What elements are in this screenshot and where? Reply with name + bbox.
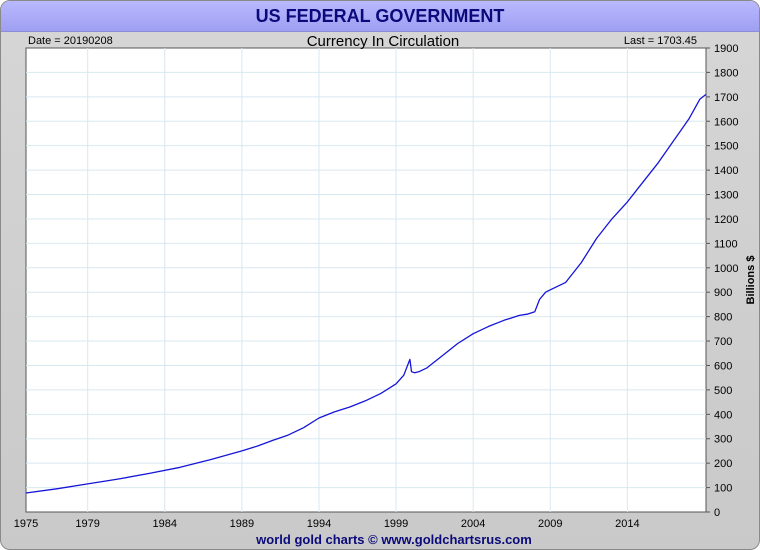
y-tick-label: 1700 [714,92,738,104]
last-value-label: Last = 1703.45 [624,35,697,47]
y-tick-label: 1300 [714,190,738,202]
x-axis-ticks: 1975 1979 1984 1989 1994 1999 2004 2009 2014 [14,518,640,530]
y-tick-label: 400 [714,409,732,421]
y-tick-label: 1900 [714,43,738,55]
y-tick-label: 1200 [714,214,738,226]
x-tick-label: 1979 [75,518,99,530]
y-tick-label: 500 [714,385,732,397]
y-axis-ticks: 0 100 200 300 400 500 600 700 800 900 1000 1100 1200… [706,43,738,519]
date-label: Date = 20190208 [28,35,113,47]
footer-credit: world gold charts © www.goldchartsrus.co… [255,532,532,547]
x-tick-label: 1984 [153,518,177,530]
series-line [25,93,707,494]
y-tick-label: 600 [714,360,732,372]
series-layer [25,93,707,494]
y-tick-label: 800 [714,312,732,324]
y-tick-label: 700 [714,336,732,348]
plot-area [25,47,707,513]
x-tick-label: 2009 [538,518,562,530]
y-tick-label: 200 [714,458,732,470]
y-axis-label: Billions $ [745,256,757,305]
grid [26,48,706,512]
x-tick-label: 2014 [615,518,639,530]
y-tick-label: 1600 [714,116,738,128]
x-tick-label: 1975 [14,518,38,530]
y-tick-label: 300 [714,434,732,446]
title-bar: US FEDERAL GOVERNMENT [1,1,759,32]
y-tick-label: 1100 [714,238,738,250]
x-tick-label: 2004 [461,518,485,530]
y-tick-label: 1800 [714,67,738,79]
y-tick-label: 900 [714,287,732,299]
y-tick-label: 100 [714,483,732,495]
x-tick-label: 1994 [307,518,331,530]
y-tick-label: 1500 [714,141,738,153]
y-tick-label: 1000 [714,263,738,275]
y-tick-label: 0 [714,507,720,519]
chart-title: US FEDERAL GOVERNMENT [255,6,505,26]
x-tick-label: 1999 [384,518,408,530]
chart-subtitle: Currency In Circulation [307,33,460,50]
x-tick-label: 1989 [230,518,254,530]
y-tick-label: 1400 [714,165,738,177]
